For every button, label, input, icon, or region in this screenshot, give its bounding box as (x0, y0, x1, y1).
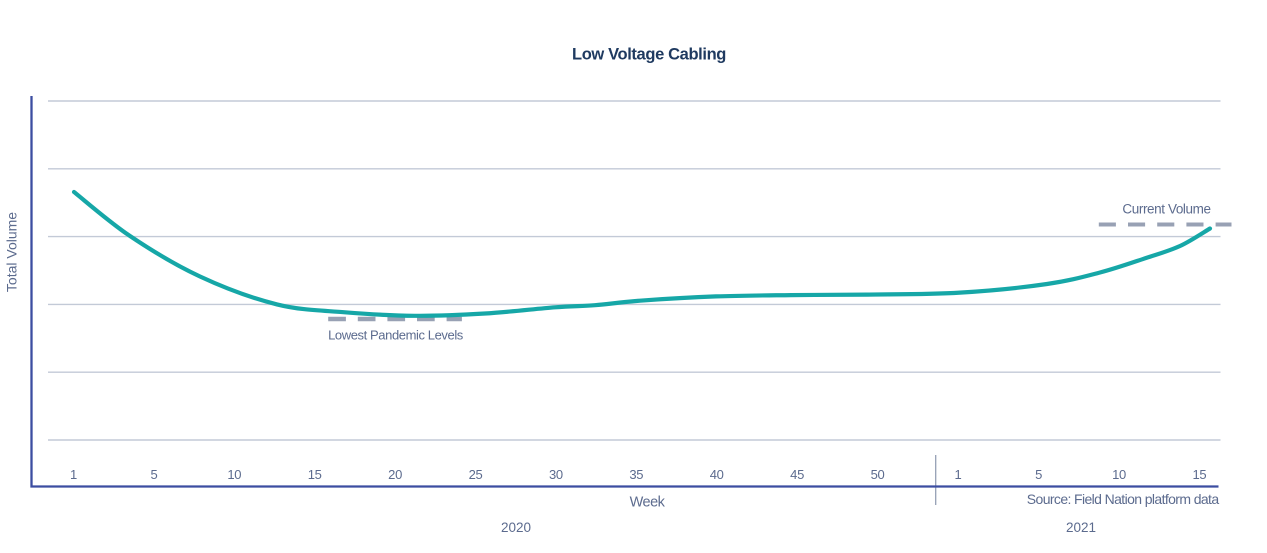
svg-text:5: 5 (1035, 467, 1042, 482)
svg-text:1: 1 (955, 467, 962, 482)
svg-text:30: 30 (549, 467, 563, 482)
svg-text:35: 35 (629, 467, 643, 482)
svg-text:20: 20 (388, 467, 402, 482)
svg-text:25: 25 (469, 467, 483, 482)
svg-text:5: 5 (151, 467, 158, 482)
svg-text:Low Voltage Cabling: Low Voltage Cabling (572, 46, 726, 64)
svg-text:Lowest Pandemic Levels: Lowest Pandemic Levels (328, 328, 464, 343)
svg-text:15: 15 (1192, 467, 1206, 482)
svg-text:50: 50 (871, 467, 885, 482)
svg-text:10: 10 (1112, 467, 1126, 482)
svg-text:Current Volume: Current Volume (1122, 202, 1210, 217)
svg-text:15: 15 (308, 467, 322, 482)
svg-text:2020: 2020 (501, 520, 531, 535)
svg-text:10: 10 (227, 467, 241, 482)
svg-text:Week: Week (630, 495, 666, 511)
svg-text:40: 40 (710, 467, 724, 482)
svg-text:2021: 2021 (1066, 520, 1096, 535)
svg-text:1: 1 (70, 467, 77, 482)
svg-text:Total Volume: Total Volume (4, 212, 20, 292)
svg-text:45: 45 (790, 467, 804, 482)
svg-text:Source: Field Nation platform: Source: Field Nation platform data (1027, 491, 1220, 507)
